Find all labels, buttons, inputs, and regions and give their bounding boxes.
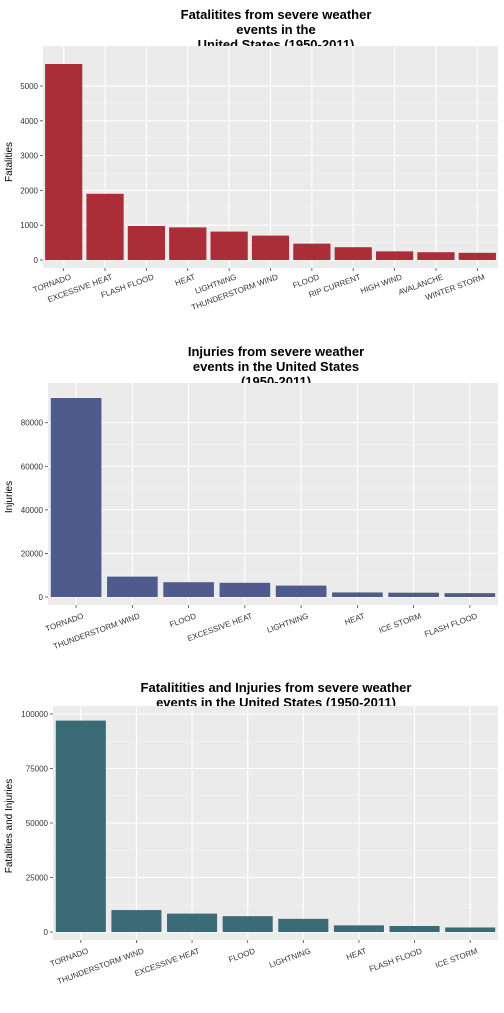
x-tick-label: FLOOD [168, 611, 197, 629]
y-tick-label: 25000 [26, 874, 49, 883]
bar-excessive-heat [167, 913, 218, 932]
x-tick-label: LIGHTNING [268, 946, 312, 969]
y-tick-label: 5000 [20, 82, 38, 91]
x-tick-label: FLASH FLOOD [423, 611, 479, 639]
bar-flash-flood [444, 593, 496, 597]
bar-tornado [55, 720, 106, 932]
bar-flood [293, 243, 331, 260]
y-tick-label: 80000 [21, 419, 44, 428]
bar-high-wind [375, 251, 414, 260]
y-tick-label: 0 [34, 256, 39, 265]
bar-lightning [210, 231, 248, 260]
bar-lightning [275, 585, 327, 597]
x-tick-label: LIGHTNING [266, 611, 310, 634]
bar-excessive-heat [86, 193, 124, 260]
bar-thunderstorm-wind [251, 235, 290, 260]
y-axis-label: Injuries [4, 481, 15, 513]
bar-lightning [278, 918, 329, 932]
x-tick-label: ICE STORM [434, 946, 479, 970]
y-tick-label: 4000 [20, 117, 38, 126]
x-tick-label: HEAT [345, 946, 368, 962]
x-tick-label: TORNADO [49, 946, 90, 968]
y-tick-label: 3000 [20, 152, 38, 161]
bar-heat [332, 592, 383, 597]
bar-heat [333, 925, 384, 932]
x-tick-label: HIGH WIND [359, 272, 403, 295]
bar-tornado [45, 64, 83, 260]
x-tick-label: HEAT [343, 611, 366, 627]
bar-excessive-heat [219, 582, 271, 597]
y-tick-label: 75000 [26, 765, 49, 774]
bar-winter-storm [458, 252, 496, 260]
chart-title: events in the [236, 22, 315, 37]
y-tick-label: 50000 [26, 819, 49, 828]
bar-rip-current [334, 247, 372, 260]
bar-flash-flood [389, 925, 440, 932]
bar-heat [169, 227, 207, 260]
y-tick-label: 40000 [21, 506, 44, 515]
bar-ice-storm [445, 927, 496, 932]
y-tick-label: 60000 [21, 462, 44, 471]
y-tick-label: 100000 [21, 710, 48, 719]
y-tick-label: 0 [44, 928, 49, 937]
plot-background [48, 383, 498, 605]
bar-thunderstorm-wind [107, 576, 158, 597]
chart-title: Fatalitites from severe weather [181, 7, 372, 22]
chart-title: events in the United States [193, 359, 359, 374]
bar-thunderstorm-wind [111, 910, 162, 932]
x-tick-label: EXCESSIVE HEAT [186, 611, 253, 643]
x-tick-label: TORNADO [44, 611, 85, 633]
chart-title: Fatalitities and Injuries from severe we… [141, 680, 412, 695]
y-tick-label: 1000 [20, 221, 38, 230]
y-axis-label: Fatalities and Injuries [4, 779, 15, 874]
y-tick-label: 2000 [20, 186, 38, 195]
y-tick-label: 0 [39, 593, 44, 602]
bar-flash-flood [127, 225, 166, 260]
x-tick-label: FLOOD [227, 946, 256, 964]
chart-panel-3: Fatalitities and Injuries from severe we… [4, 680, 498, 986]
x-tick-label: FLASH FLOOD [368, 946, 424, 974]
chart-title: Injuries from severe weather [188, 344, 364, 359]
bar-ice-storm [388, 592, 439, 597]
bar-flood [222, 916, 273, 932]
bar-avalanche [417, 252, 455, 260]
x-tick-label: HEAT [174, 272, 197, 288]
x-tick-label: ICE STORM [378, 611, 423, 635]
bar-flood [163, 582, 214, 597]
bar-tornado [50, 398, 102, 597]
y-tick-label: 20000 [21, 549, 44, 558]
y-axis-label: Fatalities [4, 142, 15, 182]
